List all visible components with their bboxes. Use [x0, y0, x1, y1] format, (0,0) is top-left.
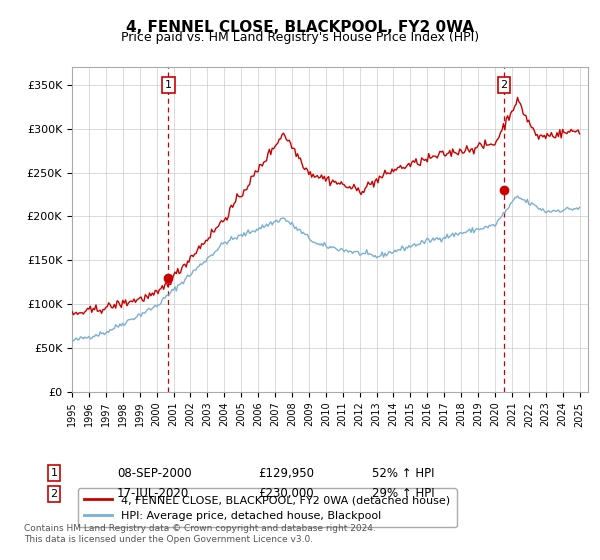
- Text: £129,950: £129,950: [258, 466, 314, 480]
- Text: 1: 1: [50, 468, 58, 478]
- Legend: 4, FENNEL CLOSE, BLACKPOOL, FY2 0WA (detached house), HPI: Average price, detach: 4, FENNEL CLOSE, BLACKPOOL, FY2 0WA (det…: [77, 488, 457, 528]
- Text: 4, FENNEL CLOSE, BLACKPOOL, FY2 0WA: 4, FENNEL CLOSE, BLACKPOOL, FY2 0WA: [126, 20, 474, 35]
- Text: 29% ↑ HPI: 29% ↑ HPI: [372, 487, 434, 501]
- Text: Contains HM Land Registry data © Crown copyright and database right 2024.: Contains HM Land Registry data © Crown c…: [24, 524, 376, 533]
- Text: 2: 2: [50, 489, 58, 499]
- Text: This data is licensed under the Open Government Licence v3.0.: This data is licensed under the Open Gov…: [24, 535, 313, 544]
- Text: 17-JUL-2020: 17-JUL-2020: [117, 487, 189, 501]
- Text: 52% ↑ HPI: 52% ↑ HPI: [372, 466, 434, 480]
- Text: 08-SEP-2000: 08-SEP-2000: [117, 466, 191, 480]
- Text: 2: 2: [500, 80, 508, 90]
- Text: £230,000: £230,000: [258, 487, 314, 501]
- Text: 1: 1: [165, 80, 172, 90]
- Text: Price paid vs. HM Land Registry's House Price Index (HPI): Price paid vs. HM Land Registry's House …: [121, 31, 479, 44]
